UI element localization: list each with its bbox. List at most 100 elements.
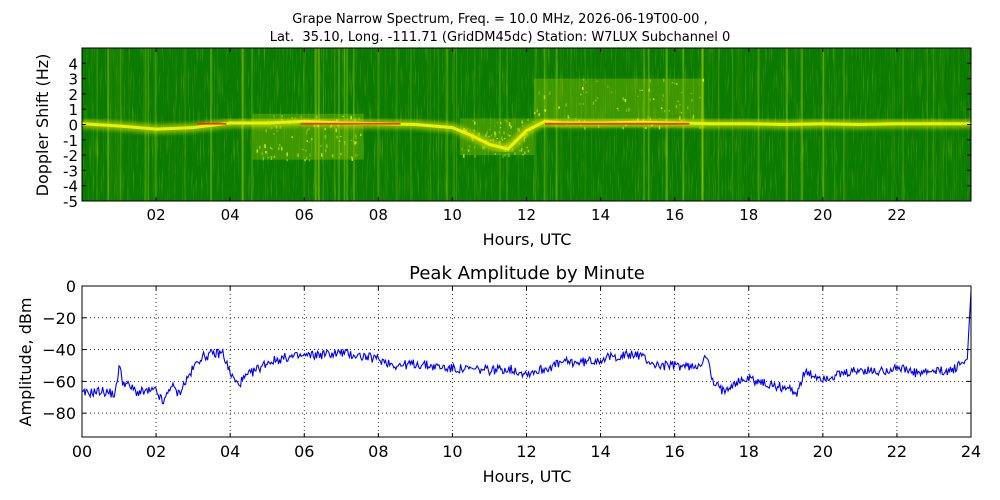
spread-speckle [350, 156, 353, 158]
spread-speckle [305, 156, 308, 160]
spread-speckle [472, 120, 474, 122]
spread-speckle [336, 135, 338, 139]
spectrum-stripe [499, 48, 501, 201]
spread-speckle [510, 125, 513, 128]
spread-speckle [320, 153, 323, 157]
spread-speckle [565, 103, 567, 107]
y-tick-label: 3 [68, 71, 78, 89]
spread-speckle [355, 141, 358, 144]
spread-speckle [503, 131, 505, 135]
spread-speckle [526, 146, 528, 149]
spread-speckle [331, 154, 334, 158]
x-tick-label: 22 [887, 206, 906, 224]
x-tick-label: 02 [146, 442, 166, 461]
spread-speckle [647, 116, 649, 118]
spread-speckle [338, 140, 341, 142]
spread-speckle [494, 131, 496, 135]
spread-speckle [335, 128, 337, 133]
spread-speckle [510, 126, 512, 129]
spectrogram-y-axis-label: Doppler Shift (Hz) [33, 54, 52, 197]
spread-speckle [308, 141, 311, 143]
spread-speckle [582, 78, 585, 81]
amplitude-x-axis-label: Hours, UTC [483, 467, 572, 486]
spread-speckle [305, 149, 307, 152]
spread-speckle [648, 88, 650, 92]
spread-speckle [538, 91, 541, 95]
spread-speckle [558, 106, 560, 109]
spread-speckle [501, 136, 503, 140]
y-tick-label: -3 [63, 162, 78, 180]
spread-speckle [305, 130, 308, 135]
spread-speckle [273, 155, 276, 158]
x-tick-label: 14 [590, 442, 610, 461]
spread-speckle [269, 147, 272, 149]
spread-speckle [625, 108, 628, 113]
amplitude-panel: Peak Amplitude by Minute 00 02 04 06 08 10 12 1… [16, 263, 981, 486]
spread-speckle [354, 153, 357, 157]
spread-speckle [340, 152, 342, 156]
x-tick-label: 08 [369, 206, 388, 224]
amplitude-line-layer [82, 290, 971, 405]
spread-speckle [523, 137, 526, 142]
spread-speckle [676, 83, 678, 86]
spread-speckle [324, 134, 327, 139]
spread-speckle [533, 111, 536, 115]
spread-speckle [680, 91, 683, 94]
spread-speckle [680, 112, 683, 114]
spectrum-stripe [479, 48, 481, 201]
amplitude-line [82, 290, 971, 405]
spectrogram-spread-regions [252, 78, 705, 162]
spread-speckle [356, 154, 359, 156]
y-tick-label: -5 [63, 193, 78, 211]
spread-speckle [506, 120, 508, 123]
spread-speckle [622, 126, 625, 130]
spread-speckle [509, 125, 511, 127]
spread-speckle [532, 121, 534, 123]
spread-speckle [645, 127, 647, 129]
x-tick-label: 12 [516, 442, 536, 461]
spread-speckle [261, 152, 263, 156]
spread-speckle [520, 148, 523, 152]
y-tick-label: 1 [68, 101, 78, 119]
y-tick-label: 0 [68, 117, 78, 135]
spread-speckle [503, 137, 506, 140]
spectrum-stripe [517, 48, 519, 201]
spread-speckle [265, 151, 267, 154]
spread-speckle [473, 129, 476, 132]
spread-speckle [637, 95, 639, 97]
spectrum-stripe [466, 48, 469, 201]
y-tick-label: −60 [42, 372, 76, 391]
x-tick-label: 04 [220, 442, 240, 461]
x-tick-label: 14 [591, 206, 610, 224]
spread-speckle [544, 109, 546, 112]
spread-speckle [585, 91, 588, 94]
spread-speckle [581, 86, 584, 90]
spread-speckle [474, 154, 476, 159]
spread-speckle [628, 107, 630, 112]
x-tick-label: 12 [517, 206, 536, 224]
spread-speckle [306, 140, 309, 142]
spread-speckle [663, 109, 666, 113]
spread-speckle [504, 153, 506, 157]
spread-speckle [273, 114, 275, 118]
spread-speckle [496, 121, 499, 124]
spread-speckle [641, 89, 643, 92]
spread-speckle [324, 149, 327, 153]
spread-speckle [692, 117, 694, 119]
spread-speckle [527, 149, 530, 153]
amplitude-axes: 00 02 04 06 08 10 12 14 16 18 20 22 24 0 −20 −40 −60 −80 [42, 277, 981, 461]
spread-speckle [639, 89, 641, 92]
amplitude-plot-background [82, 286, 971, 437]
spread-speckle [582, 103, 584, 105]
spread-speckle [291, 136, 293, 138]
x-tick-label: 18 [739, 442, 759, 461]
spread-speckle [311, 138, 313, 141]
spread-speckle [518, 128, 520, 132]
spread-speckle [271, 148, 273, 151]
spread-speckle [624, 98, 627, 102]
spread-speckle [692, 114, 695, 118]
spread-speckle [595, 99, 597, 102]
spread-speckle [494, 153, 497, 155]
spread-speckle [508, 153, 510, 158]
